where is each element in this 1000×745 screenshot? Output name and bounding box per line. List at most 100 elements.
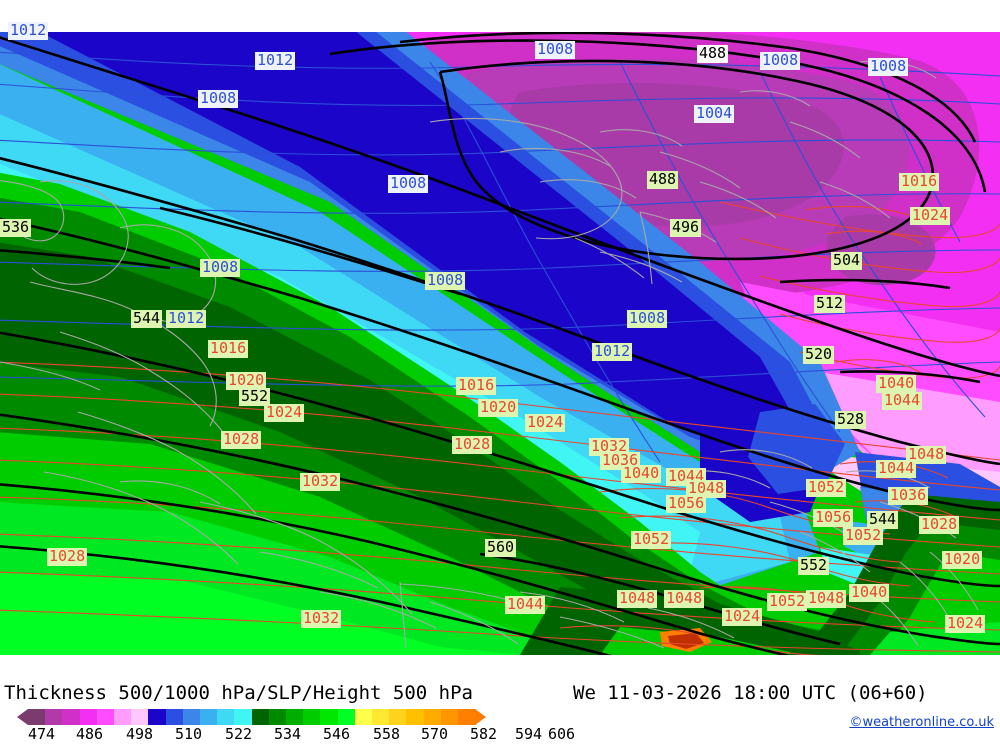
thickness-contour-label: 1048 bbox=[617, 589, 658, 608]
thickness-contour-label: 1044 bbox=[882, 391, 923, 410]
thickness-contour-label: 1020 bbox=[226, 371, 267, 390]
thickness-contour-label: 1016 bbox=[208, 339, 249, 358]
height500-contour-label: 496 bbox=[670, 218, 702, 237]
slp-contour-label: 1008 bbox=[200, 258, 241, 277]
color-scale-max-arrow-icon bbox=[475, 709, 487, 725]
thickness-contour-label: 1032 bbox=[589, 437, 630, 456]
thickness-contour-label: 1040 bbox=[876, 374, 917, 393]
thickness-contour-label: 1052 bbox=[806, 478, 847, 497]
height500-contour-label: 552 bbox=[239, 387, 271, 406]
thickness-contour-label: 1024 bbox=[945, 614, 986, 633]
color-scale-segment bbox=[251, 709, 270, 725]
color-scale-segment bbox=[268, 709, 287, 725]
color-scale-segment bbox=[440, 709, 459, 725]
chart-footer: Thickness 500/1000 hPa/SLP/Height 500 hP… bbox=[0, 655, 1000, 743]
color-scale-tick: 474 bbox=[28, 725, 56, 743]
thickness-contour-label: 1028 bbox=[452, 435, 493, 454]
slp-contour-label: 1012 bbox=[592, 342, 633, 361]
slp-contour-label: 1008 bbox=[868, 57, 909, 76]
slp-contour-label: 1004 bbox=[694, 104, 735, 123]
color-scale-segment bbox=[114, 709, 132, 725]
height500-contour-label: 544 bbox=[867, 510, 899, 529]
weatheronline-credit-link[interactable]: ©weatheronline.co.uk bbox=[849, 715, 994, 730]
thickness-contour-label: 1016 bbox=[456, 376, 497, 395]
height500-contour-label: 488 bbox=[697, 44, 729, 63]
color-scale-segment bbox=[217, 709, 235, 725]
color-scale-segment bbox=[62, 709, 81, 725]
height500-contour-label: 512 bbox=[814, 294, 846, 313]
color-scale-segment bbox=[406, 709, 425, 725]
thickness-contour-label: 1048 bbox=[806, 589, 847, 608]
thickness-contour-label: 1028 bbox=[47, 547, 88, 566]
thickness-contour-label: 1024 bbox=[264, 403, 305, 422]
thickness-contour-label: 1048 bbox=[664, 589, 705, 608]
color-scale-segment bbox=[28, 709, 46, 725]
color-scale-segment bbox=[200, 709, 218, 725]
color-scale-tick: 546 bbox=[323, 725, 351, 743]
slp-contour-label: 1008 bbox=[535, 40, 576, 59]
height500-contour-label: 560 bbox=[485, 538, 517, 557]
slp-contour-label: 1012 bbox=[166, 309, 207, 328]
thickness-contour-label: 1028 bbox=[919, 515, 960, 534]
height500-contour-label: 544 bbox=[131, 309, 163, 328]
thickness-contour-label: 1032 bbox=[300, 472, 341, 491]
thickness-contour-label: 1032 bbox=[301, 609, 342, 628]
thickness-contour-label: 1044 bbox=[876, 459, 917, 478]
color-scale-tick: 498 bbox=[126, 725, 154, 743]
color-scale-tick: 606 bbox=[548, 725, 576, 743]
slp-contour-label: 1008 bbox=[388, 174, 429, 193]
color-scale-segment bbox=[389, 709, 407, 725]
chart-title: Thickness 500/1000 hPa/SLP/Height 500 hP… bbox=[4, 682, 473, 704]
slp-contour-label: 1008 bbox=[760, 51, 801, 70]
thickness-contour-label: 1036 bbox=[888, 486, 929, 505]
thickness-contour-label: 1024 bbox=[525, 413, 566, 432]
color-scale-segment bbox=[234, 709, 253, 725]
color-scale-segment bbox=[79, 709, 98, 725]
color-scale-segment bbox=[165, 709, 184, 725]
thickness-contour-label: 1040 bbox=[621, 464, 662, 483]
color-scale-tick: 594 bbox=[515, 725, 543, 743]
color-scale-min-arrow-icon bbox=[17, 709, 28, 725]
color-scale-segment bbox=[423, 709, 442, 725]
weather-map[interactable]: 1012 1012 1008 488 1008 1008 1008 1004 1016 1008 4… bbox=[0, 0, 1000, 655]
thickness-contour-label: 1052 bbox=[767, 592, 808, 611]
map-canvas bbox=[0, 32, 1000, 655]
thickness-contour-label: 1052 bbox=[843, 526, 884, 545]
height500-contour-label: 520 bbox=[803, 345, 835, 364]
color-scale-segment bbox=[372, 709, 390, 725]
color-scale-segment bbox=[337, 709, 356, 725]
thickness-contour-label: 1016 bbox=[899, 172, 940, 191]
height500-contour-label: 504 bbox=[831, 251, 863, 270]
color-scale-tick: 582 bbox=[470, 725, 498, 743]
color-scale-segment bbox=[286, 709, 304, 725]
slp-contour-label: 1012 bbox=[8, 21, 49, 40]
thickness-contour-label: 1020 bbox=[478, 398, 519, 417]
thickness-contour-label: 1052 bbox=[631, 530, 672, 549]
color-scale-tick: 486 bbox=[76, 725, 104, 743]
color-scale-tick: 522 bbox=[225, 725, 253, 743]
height500-contour-label: 528 bbox=[835, 410, 867, 429]
height500-contour-label: 552 bbox=[798, 556, 830, 575]
color-scale-segment bbox=[131, 709, 149, 725]
color-scale-tick: 558 bbox=[373, 725, 401, 743]
slp-contour-label: 1008 bbox=[198, 89, 239, 108]
slp-contour-label: 1012 bbox=[255, 51, 296, 70]
color-scale-segment bbox=[45, 709, 63, 725]
thickness-color-scale bbox=[17, 709, 487, 725]
color-scale-tick: 570 bbox=[421, 725, 449, 743]
thickness-contour-label: 1024 bbox=[910, 206, 951, 225]
slp-contour-label: 1008 bbox=[425, 271, 466, 290]
thickness-contour-label: 1044 bbox=[505, 595, 546, 614]
thickness-contour-label: 1056 bbox=[666, 494, 707, 513]
thickness-contour-label: 1024 bbox=[722, 607, 763, 626]
color-scale-segment bbox=[148, 709, 167, 725]
color-scale-tick: 510 bbox=[175, 725, 203, 743]
color-scale-segment bbox=[303, 709, 321, 725]
valid-time-label: We 11-03-2026 18:00 UTC (06+60) bbox=[573, 682, 928, 704]
thickness-contour-label: 1028 bbox=[221, 430, 262, 449]
color-scale-segment bbox=[182, 709, 201, 725]
contour-fill-layer bbox=[0, 32, 1000, 655]
color-scale-segment bbox=[354, 709, 373, 725]
color-scale-segment bbox=[96, 709, 115, 725]
